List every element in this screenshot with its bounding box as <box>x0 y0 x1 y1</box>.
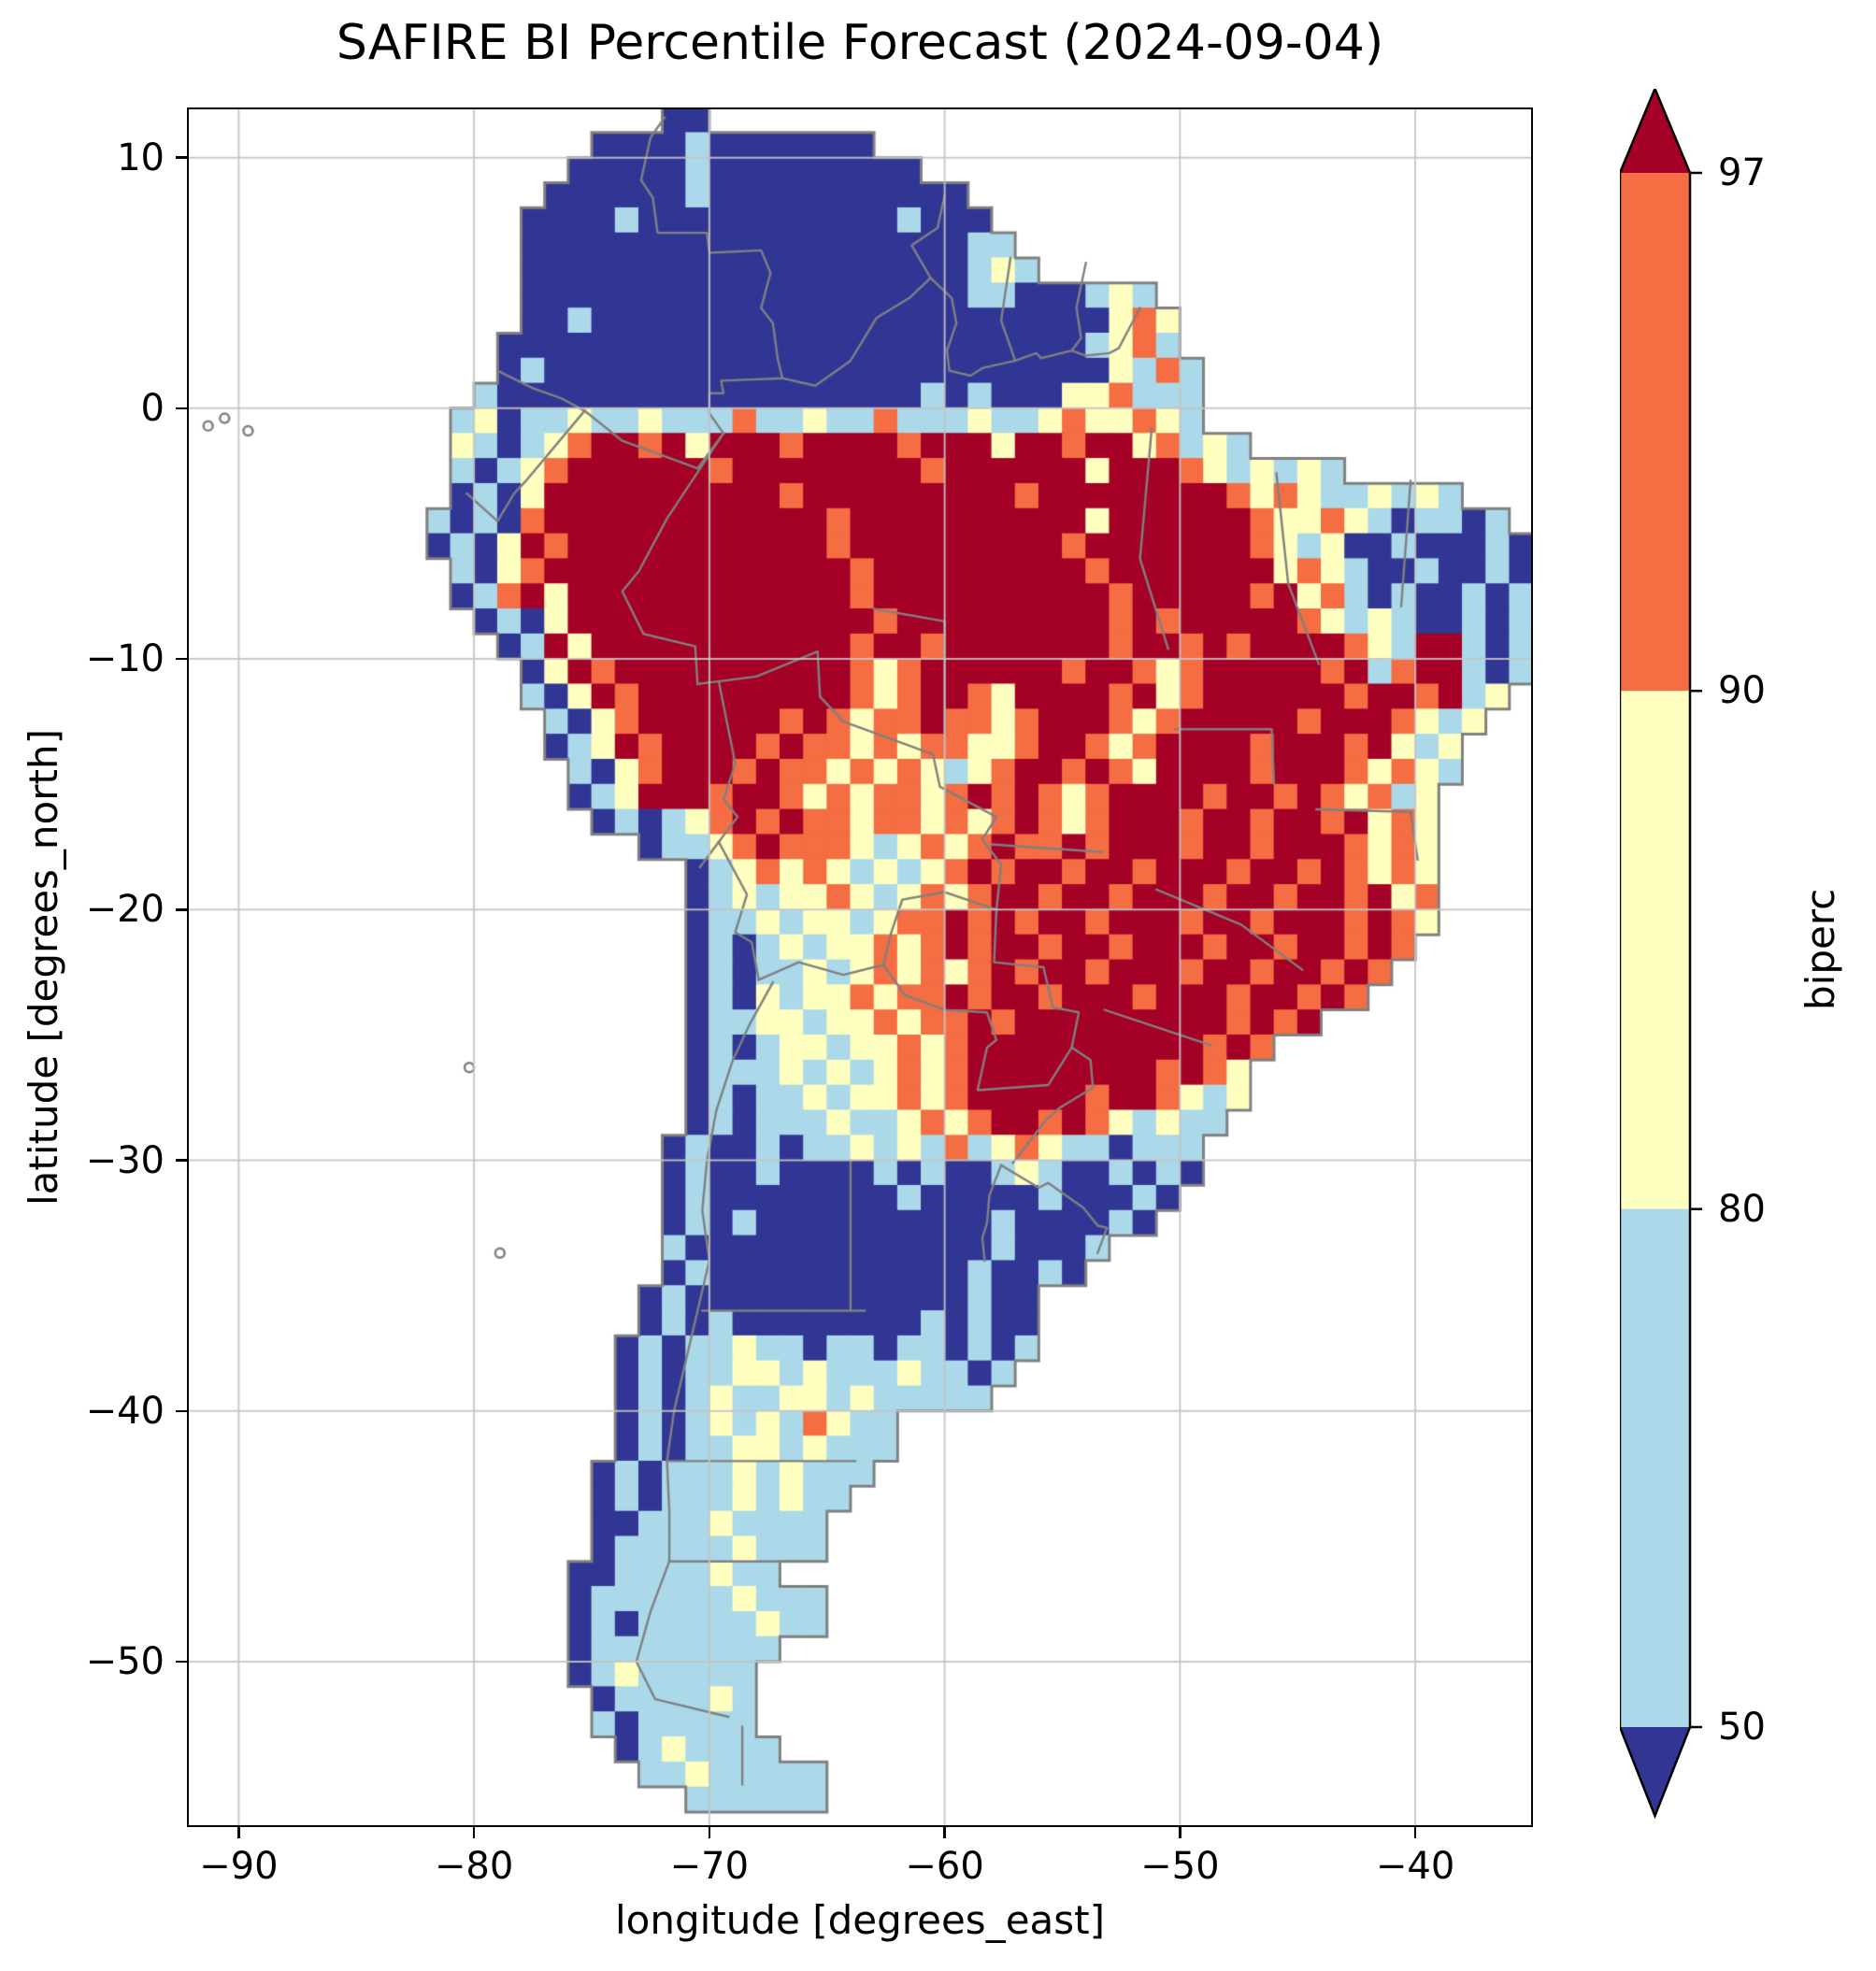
map-canvas <box>187 107 1533 1827</box>
x-axis-label: longitude [degrees_east] <box>614 1897 1105 1943</box>
y-tick-label: −30 <box>85 1138 165 1182</box>
y-tick-mark <box>176 156 187 159</box>
x-tick-mark <box>943 1827 946 1838</box>
x-tick-label: −70 <box>669 1845 750 1888</box>
colorbar-extend-max <box>1620 89 1690 173</box>
colorbar-segment-50-80 <box>1620 1208 1690 1727</box>
colorbar-extend-min <box>1620 1727 1690 1816</box>
x-tick-label: −40 <box>1375 1845 1455 1888</box>
y-tick-mark <box>176 908 187 911</box>
x-tick-mark <box>1413 1827 1417 1838</box>
colorbar-tick-label: 90 <box>1718 669 1766 712</box>
x-tick-label: −60 <box>905 1845 984 1888</box>
colorbar-tick-label: 50 <box>1718 1706 1766 1749</box>
colorbar <box>1620 89 1702 1820</box>
colorbar-segment-80-90 <box>1620 691 1690 1209</box>
colorbar-tick-label: 80 <box>1718 1188 1766 1231</box>
x-tick-mark <box>1179 1827 1181 1838</box>
colorbar-segment-90-97 <box>1620 173 1690 692</box>
y-tick-label: 10 <box>117 136 165 179</box>
colorbar-label: biperc <box>1797 888 1843 1011</box>
x-tick-label: −90 <box>199 1845 279 1888</box>
y-tick-label: −20 <box>85 888 165 932</box>
y-tick-mark <box>176 407 187 410</box>
x-tick-label: −50 <box>1140 1845 1220 1888</box>
y-tick-label: −10 <box>85 637 165 681</box>
x-tick-mark <box>708 1827 711 1838</box>
chart-title: SAFIRE BI Percentile Forecast (2024-09-0… <box>336 15 1384 71</box>
y-axis-label: latitude [degrees_north] <box>21 729 66 1206</box>
y-tick-mark <box>176 1159 187 1162</box>
y-tick-label: 0 <box>140 386 165 430</box>
x-tick-mark <box>237 1827 240 1838</box>
y-tick-mark <box>176 1660 187 1664</box>
x-tick-label: −80 <box>434 1845 514 1888</box>
y-tick-mark <box>176 1409 187 1412</box>
y-tick-label: −50 <box>85 1639 165 1683</box>
colorbar-tick-label: 97 <box>1718 151 1766 194</box>
y-tick-mark <box>176 657 187 661</box>
y-tick-label: −40 <box>85 1389 165 1433</box>
x-tick-mark <box>472 1827 476 1838</box>
